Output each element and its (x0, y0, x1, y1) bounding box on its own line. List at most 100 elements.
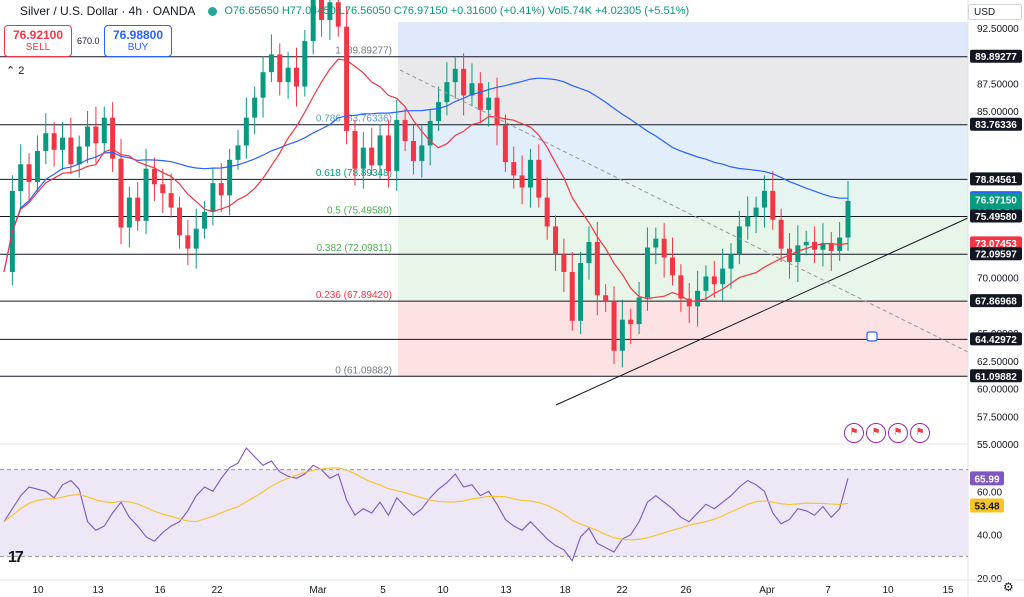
rsi-tick-label: 40.00 (977, 531, 1002, 542)
sell-button[interactable]: 76.92100 SELL (4, 25, 72, 57)
candle (193, 228, 199, 249)
price-tick-label: 92.50000 (977, 24, 1019, 35)
candle (469, 83, 475, 96)
price-label-box (970, 172, 1022, 186)
candle (761, 190, 767, 208)
candle (293, 67, 299, 87)
event-flag-icon[interactable]: ⚑ (844, 423, 864, 443)
candle (43, 133, 49, 151)
candle (770, 190, 776, 220)
candle (561, 254, 567, 272)
price-label: 78.84561 (975, 175, 1017, 186)
candle (670, 257, 676, 276)
price-tick-label: 62.50000 (977, 357, 1019, 368)
candle (235, 145, 241, 160)
candle (778, 219, 784, 249)
fib-level-label: 0.382 (72.09811) (317, 243, 392, 254)
buy-button[interactable]: 76.98800 BUY (104, 25, 172, 57)
indicators-toggle[interactable]: ⌃ 2 (6, 64, 24, 77)
price-label: 75.49580 (975, 212, 1017, 223)
candle (227, 159, 233, 196)
price-tick-label: 87.50000 (977, 79, 1019, 90)
fib-zone (398, 56, 968, 125)
time-tick-label: 13 (500, 585, 512, 596)
price-label-box (970, 247, 1022, 261)
candle (544, 197, 550, 227)
candle (427, 120, 433, 146)
event-flag-icon[interactable]: ⚑ (910, 423, 930, 443)
fib-level-label: 0.618 (78.89348) (316, 168, 392, 179)
candle (410, 140, 416, 161)
candle (85, 126, 91, 147)
gear-icon[interactable]: ⚙ (1003, 580, 1014, 594)
price-label: 67.86968 (975, 297, 1017, 308)
event-flag-icon[interactable]: ⚑ (866, 423, 886, 443)
candle (486, 97, 492, 110)
candle (59, 137, 65, 150)
currency-selector[interactable]: USD (968, 4, 1022, 20)
rsi-value-box (970, 498, 1004, 513)
candle (419, 145, 425, 161)
time-tick-label: Apr (759, 585, 775, 596)
price-tick-label: 70.00000 (977, 274, 1019, 285)
buy-label: BUY (127, 42, 149, 53)
price-label: 89.89277 (975, 52, 1017, 63)
candle (502, 125, 508, 163)
rsi-value-label: 53.48 (974, 501, 999, 512)
candle (185, 235, 191, 249)
fib-zone (398, 216, 968, 255)
support-trendline (555, 217, 969, 406)
price-tick-label: 55.00000 (977, 440, 1019, 451)
candle (151, 168, 157, 185)
candle (452, 68, 458, 83)
candle (736, 226, 742, 255)
time-tick-label: 13 (92, 585, 104, 596)
time-tick-label: 10 (32, 585, 44, 596)
candle (34, 150, 40, 183)
candle (436, 102, 442, 121)
candle (101, 117, 107, 144)
fib-level-label: 0.236 (67.89420) (316, 290, 392, 301)
candle (795, 245, 801, 262)
rsi-ma-line (3, 467, 849, 541)
candle (126, 197, 132, 228)
time-tick-label: 10 (437, 585, 449, 596)
candle (527, 159, 533, 188)
candle (745, 216, 751, 227)
alert-handle (866, 331, 878, 342)
candle (285, 67, 291, 83)
candle (803, 241, 809, 246)
candle (586, 241, 592, 264)
rsi-value-box (970, 471, 1004, 486)
rsi-value-label: 65.99 (974, 474, 999, 485)
candle (828, 243, 834, 251)
buy-price: 76.98800 (112, 28, 164, 42)
price-tick-label: 60.00000 (977, 385, 1019, 396)
event-flag-icon[interactable]: ⚑ (888, 423, 908, 443)
ma-fast-line (3, 58, 849, 302)
candle (402, 119, 408, 141)
candle (686, 298, 692, 307)
sell-label: SELL (25, 42, 51, 53)
candle (160, 184, 166, 194)
candle (369, 147, 375, 166)
rsi-line (3, 447, 849, 562)
fib-zone (398, 22, 968, 57)
symbol-title[interactable]: Silver / U.S. Dollar · 4h · OANDA (20, 4, 196, 18)
candle (753, 207, 759, 217)
candle (51, 133, 57, 150)
price-label-box (970, 49, 1022, 63)
candle (720, 268, 726, 285)
candle (611, 301, 617, 351)
candle (661, 238, 667, 258)
market-open-icon (208, 6, 218, 16)
candle (845, 200, 851, 238)
indicator-count: 2 (18, 65, 25, 77)
price-label-box (970, 236, 1022, 250)
candle (711, 276, 717, 285)
tradingview-logo: 17 (8, 549, 24, 566)
time-tick-label: 18 (559, 585, 571, 596)
symbol-header: Silver / U.S. Dollar · 4h · OANDA O76.65… (0, 0, 689, 22)
candle (695, 290, 701, 307)
